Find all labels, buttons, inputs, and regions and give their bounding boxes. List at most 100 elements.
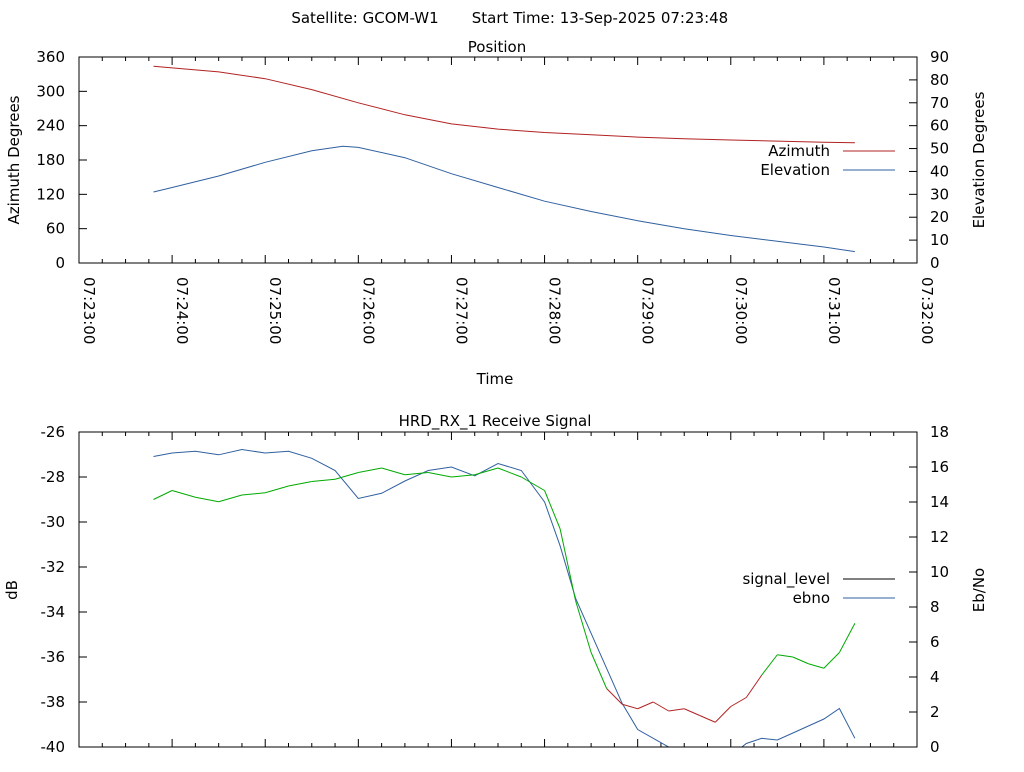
signal-y2-axis-label: Eb/No [970,568,988,612]
receive-signal-chart: HRD_RX_1 Receive Signal -40 -38 -36 -34 -32 -… [3,412,988,756]
top-x-tick-label: 07:31:00 [825,277,843,344]
series-signal-level-segment [171,490,196,498]
series-elevation-line [153,145,855,253]
legend-signal-level-label: signal_level [742,570,830,589]
bot-y-tick-label: -30 [41,513,66,531]
series-signal-level-segment [451,474,475,478]
bot-y2-tick-label: 12 [930,528,949,546]
top-y2-tick-label: 70 [930,94,949,112]
series-signal-level-segment [218,494,243,503]
series-signal-level-segment [265,485,289,494]
top-x-tick-label: 07:23:00 [80,277,98,344]
series-signal-level-segment [474,467,499,476]
bot-y-tick-label: -28 [41,468,66,486]
top-x-tick-label: 07:29:00 [639,277,657,344]
series-signal-level-segment [652,701,669,712]
series-signal-level-segment [792,656,809,665]
series-signal-level-segment [761,654,778,676]
series-signal-level-segment [559,528,577,601]
bot-y2-tick-label: 8 [930,598,940,616]
top-y-tick-label: 180 [36,151,65,169]
bot-y-tick-label: -36 [41,648,66,666]
top-y2-tick-label: 20 [930,208,949,226]
bot-y-tick-label: -40 [41,738,66,756]
position-plot-frame [78,56,918,264]
bot-y2-tick-label: 14 [930,493,949,511]
bot-y-tick-label: -34 [41,603,66,621]
series-signal-level-segment [195,496,219,503]
series-signal-level-segment [404,472,429,476]
top-x-tick-label: 07:25:00 [266,277,284,344]
top-y2-tick-label: 30 [930,185,949,203]
series-signal-level-segment [381,467,406,476]
bot-y2-tick-label: 18 [930,423,949,441]
bot-y-tick-label: -26 [41,423,66,441]
top-x-tick-label: 07:32:00 [918,277,936,344]
series-signal-level-segment [699,715,716,723]
series-signal-level-segment [714,706,732,723]
series-signal-level-segment [241,492,266,496]
series-ebno-line [153,448,856,747]
signal-series-group [153,448,856,747]
series-signal-level-segment [668,708,685,712]
series-signal-level-segment [745,674,763,698]
top-x-tick-label: 07:30:00 [732,277,750,344]
signal-y-axis-label: dB [3,580,21,600]
series-signal-level-segment [544,490,561,529]
top-x-tick-label: 07:24:00 [173,277,191,344]
receive-signal-chart-title: HRD_RX_1 Receive Signal [399,412,592,431]
legend-azimuth-label: Azimuth [768,142,830,160]
series-signal-level-segment [153,490,173,500]
top-y2-tick-label: 0 [930,254,940,272]
top-x-tick-label: 07:26:00 [359,277,377,344]
series-signal-level-segment [622,703,638,710]
series-signal-level-segment [334,472,359,480]
top-y2-tick-label: 50 [930,140,949,158]
series-signal-level-segment [777,654,793,658]
series-signal-level-segment [808,663,825,669]
satellite-name: Satellite: GCOM-W1 [291,9,438,27]
signal-legend: signal_level ebno [742,570,895,607]
bot-y-tick-label: -32 [41,558,66,576]
series-signal-level-segment [288,481,312,487]
position-y-axis-label: Azimuth Degrees [5,95,23,224]
top-y2-tick-label: 80 [930,71,949,89]
series-signal-level-segment [521,476,545,491]
position-legend: Azimuth Elevation [760,142,895,179]
top-y-tick-label: 120 [36,185,65,203]
bot-y2-tick-label: 10 [930,563,949,581]
series-signal-level-segment [590,652,608,689]
series-signal-level-segment [730,697,747,707]
series-signal-level-segment [823,652,840,669]
top-y-tick-label: 60 [46,220,65,238]
top-y2-tick-label: 60 [930,117,949,135]
position-x-axis-label: Time [476,370,514,388]
top-x-tick-label: 07:28:00 [546,277,564,344]
bot-y2-tick-label: 2 [930,703,940,721]
bot-y2-tick-label: 4 [930,668,940,686]
series-signal-level-segment [311,478,336,482]
bot-y2-tick-label: 6 [930,633,940,651]
series-signal-level-segment [606,688,623,705]
top-y2-tick-label: 10 [930,231,949,249]
series-signal-level-segment [637,701,654,710]
position-y2-axis-label: Elevation Degrees [970,91,988,228]
series-signal-level-segment [497,467,522,478]
top-y-tick-label: 0 [55,254,65,272]
position-chart: Position 0 60 120 180 240 300 360 0 10 20 30 40 50 6… [5,38,988,388]
start-time: Start Time: 13-Sep-2025 07:23:48 [472,9,728,27]
bot-y2-tick-label: 0 [930,738,940,756]
bot-y-tick-label: -38 [41,693,66,711]
legend-ebno-label: ebno [793,589,830,607]
top-y-tick-label: 360 [36,48,65,66]
position-chart-title: Position [468,38,526,56]
legend-elevation-label: Elevation [760,161,830,179]
series-signal-level-segment [428,472,452,478]
top-y2-tick-label: 40 [930,162,949,180]
series-signal-level-segment [358,467,382,473]
series-signal-level-segment [575,600,592,653]
series-signal-level-segment [684,708,700,716]
bot-y2-tick-label: 16 [930,458,949,476]
signal-plot-frame [78,431,918,748]
series-azimuth-line [153,65,855,144]
